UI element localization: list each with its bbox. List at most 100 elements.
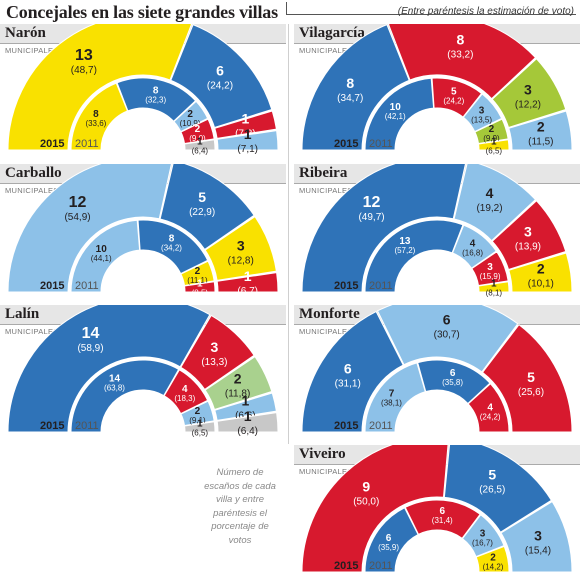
pct-label-2015-apac: (6,4)	[237, 426, 258, 437]
arc-2011-iu	[474, 118, 509, 145]
pct-label-2015-psoe: (33,2)	[447, 50, 473, 61]
seats-label-2011-bng: 2	[187, 109, 193, 120]
arc-2011-ivi	[475, 545, 510, 573]
pct-label-2015-cxg: (11,8)	[225, 388, 250, 399]
pct-label-2011-psoe: (31,4)	[432, 516, 453, 525]
pct-label-2015-tega: (12,8)	[228, 256, 254, 267]
pct-label-2011-bng: (44,1)	[91, 254, 112, 263]
pct-label-2015-bng: (30,7)	[434, 329, 460, 340]
pct-label-2015-psoe: (25,6)	[518, 387, 544, 398]
seats-label-2011-ipder: 1	[491, 279, 497, 290]
pct-label-2011-psoe: (9,0)	[189, 134, 206, 143]
pct-label-2015-pp: (26,5)	[479, 485, 505, 496]
year-2015-label: 2015	[334, 280, 359, 292]
seats-label-2015-bng: 6	[443, 311, 451, 327]
arc-2011-psoe	[163, 369, 209, 415]
year-2015-label: 2015	[334, 420, 359, 432]
semicircle-chart: 12(54,9)5(22,9)3(12,8)1(6,7)10(44,1)8(34…	[7, 164, 279, 298]
seats-label-2015-psoe: 1	[244, 268, 252, 284]
seats-label-2011-psoe: 4	[182, 384, 188, 395]
town-name: Lalín	[5, 306, 40, 322]
seats-label-2015-pp: 12	[363, 194, 381, 211]
semicircle-chart: 12(49,7)4(19,2)3(13,9)2(10,1)13(57,2)4(1…	[301, 164, 573, 298]
seats-label-2015-tega: 3	[237, 238, 245, 254]
arc-2015-psoe	[180, 314, 255, 391]
semicircle-chart: 9(50,0)5(26,5)3(15,4)6(35,9)6(31,4)3(16,…	[301, 445, 573, 573]
seats-label-2015-pp: 8	[346, 75, 354, 91]
arc-2015-pp	[301, 310, 404, 433]
seats-label-2011-psoe: 6	[439, 506, 445, 517]
seats-label-2011-psoe: 4	[487, 402, 493, 413]
pct-label-2015-bng: (19,2)	[476, 203, 502, 214]
pct-label-2015-pp: (34,7)	[337, 93, 363, 104]
town-name: Vilagarcía	[299, 25, 365, 41]
arc-2015-ipder	[508, 252, 573, 293]
arc-2015-pp	[301, 164, 466, 293]
pct-label-2011-psoe: (24,2)	[443, 97, 464, 106]
municipales-label: MUNICIPALES	[5, 46, 59, 55]
seats-label-2011-pp: 8	[153, 85, 159, 96]
municipales-label: MUNICIPALES	[299, 327, 353, 336]
pct-label-2015-psoe: (13,9)	[515, 242, 541, 253]
arc-2015-bng	[500, 500, 573, 573]
arc-2015-iu	[491, 58, 567, 129]
seats-label-2015-bng: 12	[69, 194, 87, 211]
arc-2011-psoe	[404, 499, 481, 540]
pct-label-2015-pp: (49,7)	[358, 212, 384, 223]
pct-label-2011-psoe: (18,3)	[174, 394, 195, 403]
pct-label-2011-pp: (63,8)	[104, 384, 125, 393]
seats-label-2011-pp: 14	[109, 374, 121, 385]
arc-2015-bng	[376, 305, 519, 373]
seats-label-2015-apac: 1	[244, 408, 252, 424]
arc-2015-pp	[301, 24, 410, 151]
pct-label-2011-pp: (34,2)	[161, 244, 182, 253]
seats-label-2011-ivi: 2	[490, 553, 496, 564]
pct-label-2015-bng: (15,4)	[525, 545, 551, 556]
pct-label-2011-iu: (9,9)	[483, 134, 500, 143]
caption: Número de escaños de cada villa y entre …	[204, 467, 276, 546]
year-2015-label: 2015	[40, 420, 65, 432]
town-name: Viveiro	[299, 446, 346, 462]
seats-label-2011-psoe: 3	[487, 262, 493, 273]
pct-label-2015-psoe: (13,3)	[201, 357, 227, 368]
year-2011-label: 2011	[75, 138, 99, 150]
arc-2015-bng	[216, 130, 279, 151]
arc-2011-tega	[180, 260, 215, 287]
pct-label-2011-tega: (11,1)	[187, 276, 208, 285]
arc-2015-psoe	[387, 24, 537, 100]
seats-label-2011-psoe: 2	[195, 124, 201, 135]
seats-label-2015-psoe: 3	[524, 224, 532, 240]
seats-label-2015-pp: 6	[216, 63, 224, 79]
year-2015-label: 2015	[40, 280, 65, 292]
seats-label-2015-iu: 3	[524, 82, 532, 98]
seats-label-2011-cg: 1	[197, 137, 203, 148]
year-2011-label: 2011	[75, 280, 99, 292]
seats-label-2015-pp: 6	[344, 361, 352, 377]
pct-label-2011-pgd: (6,5)	[192, 429, 209, 438]
arc-2011-psoe	[431, 77, 483, 118]
year-2015-label: 2015	[334, 560, 359, 572]
town-panel: Vilagarcía MUNICIPALES 8 (34,7) 8 (33,2) 3 (12,…	[294, 24, 580, 162]
arc-2011-psoe	[471, 251, 509, 287]
pct-label-2015-iu: (12,2)	[515, 100, 541, 111]
header-corner-line	[286, 2, 287, 14]
seats-label-2011-bng: 2	[195, 406, 201, 417]
seats-label-2011-pp: 6	[450, 368, 456, 379]
town-panel: Ribeira MUNICIPALES 12 (49,7) 4 (19,2) 3 (13,9)…	[294, 164, 580, 304]
arc-2015-apac	[216, 412, 279, 433]
year-2011-label: 2011	[369, 420, 393, 432]
arc-2015-pp	[159, 164, 255, 251]
arc-2011-bng	[70, 219, 141, 293]
pct-label-2011-bng: (9,1)	[189, 416, 206, 425]
seats-label-2015-psoe: 9	[362, 478, 370, 494]
pct-label-2011-bng: (16,8)	[462, 248, 483, 257]
seats-label-2011-tega: 2	[195, 266, 201, 277]
arc-2011-pp	[137, 219, 209, 275]
arc-2011-cg	[184, 139, 216, 151]
pct-label-2015-bng: (6,6)	[235, 411, 256, 422]
semicircle-chart: 6(31,1)6(30,7)5(25,6)7(38,1)6(35,8)4(24,…	[301, 305, 573, 433]
semicircle-chart: 14(58,9) 3(13,3)2(11,8)1(6,6)1(6,4)14(63,…	[7, 305, 279, 438]
year-2011-label: 2011	[369, 560, 393, 572]
column-divider	[288, 24, 289, 444]
seats-label-2015-psoe: 1	[241, 111, 249, 127]
